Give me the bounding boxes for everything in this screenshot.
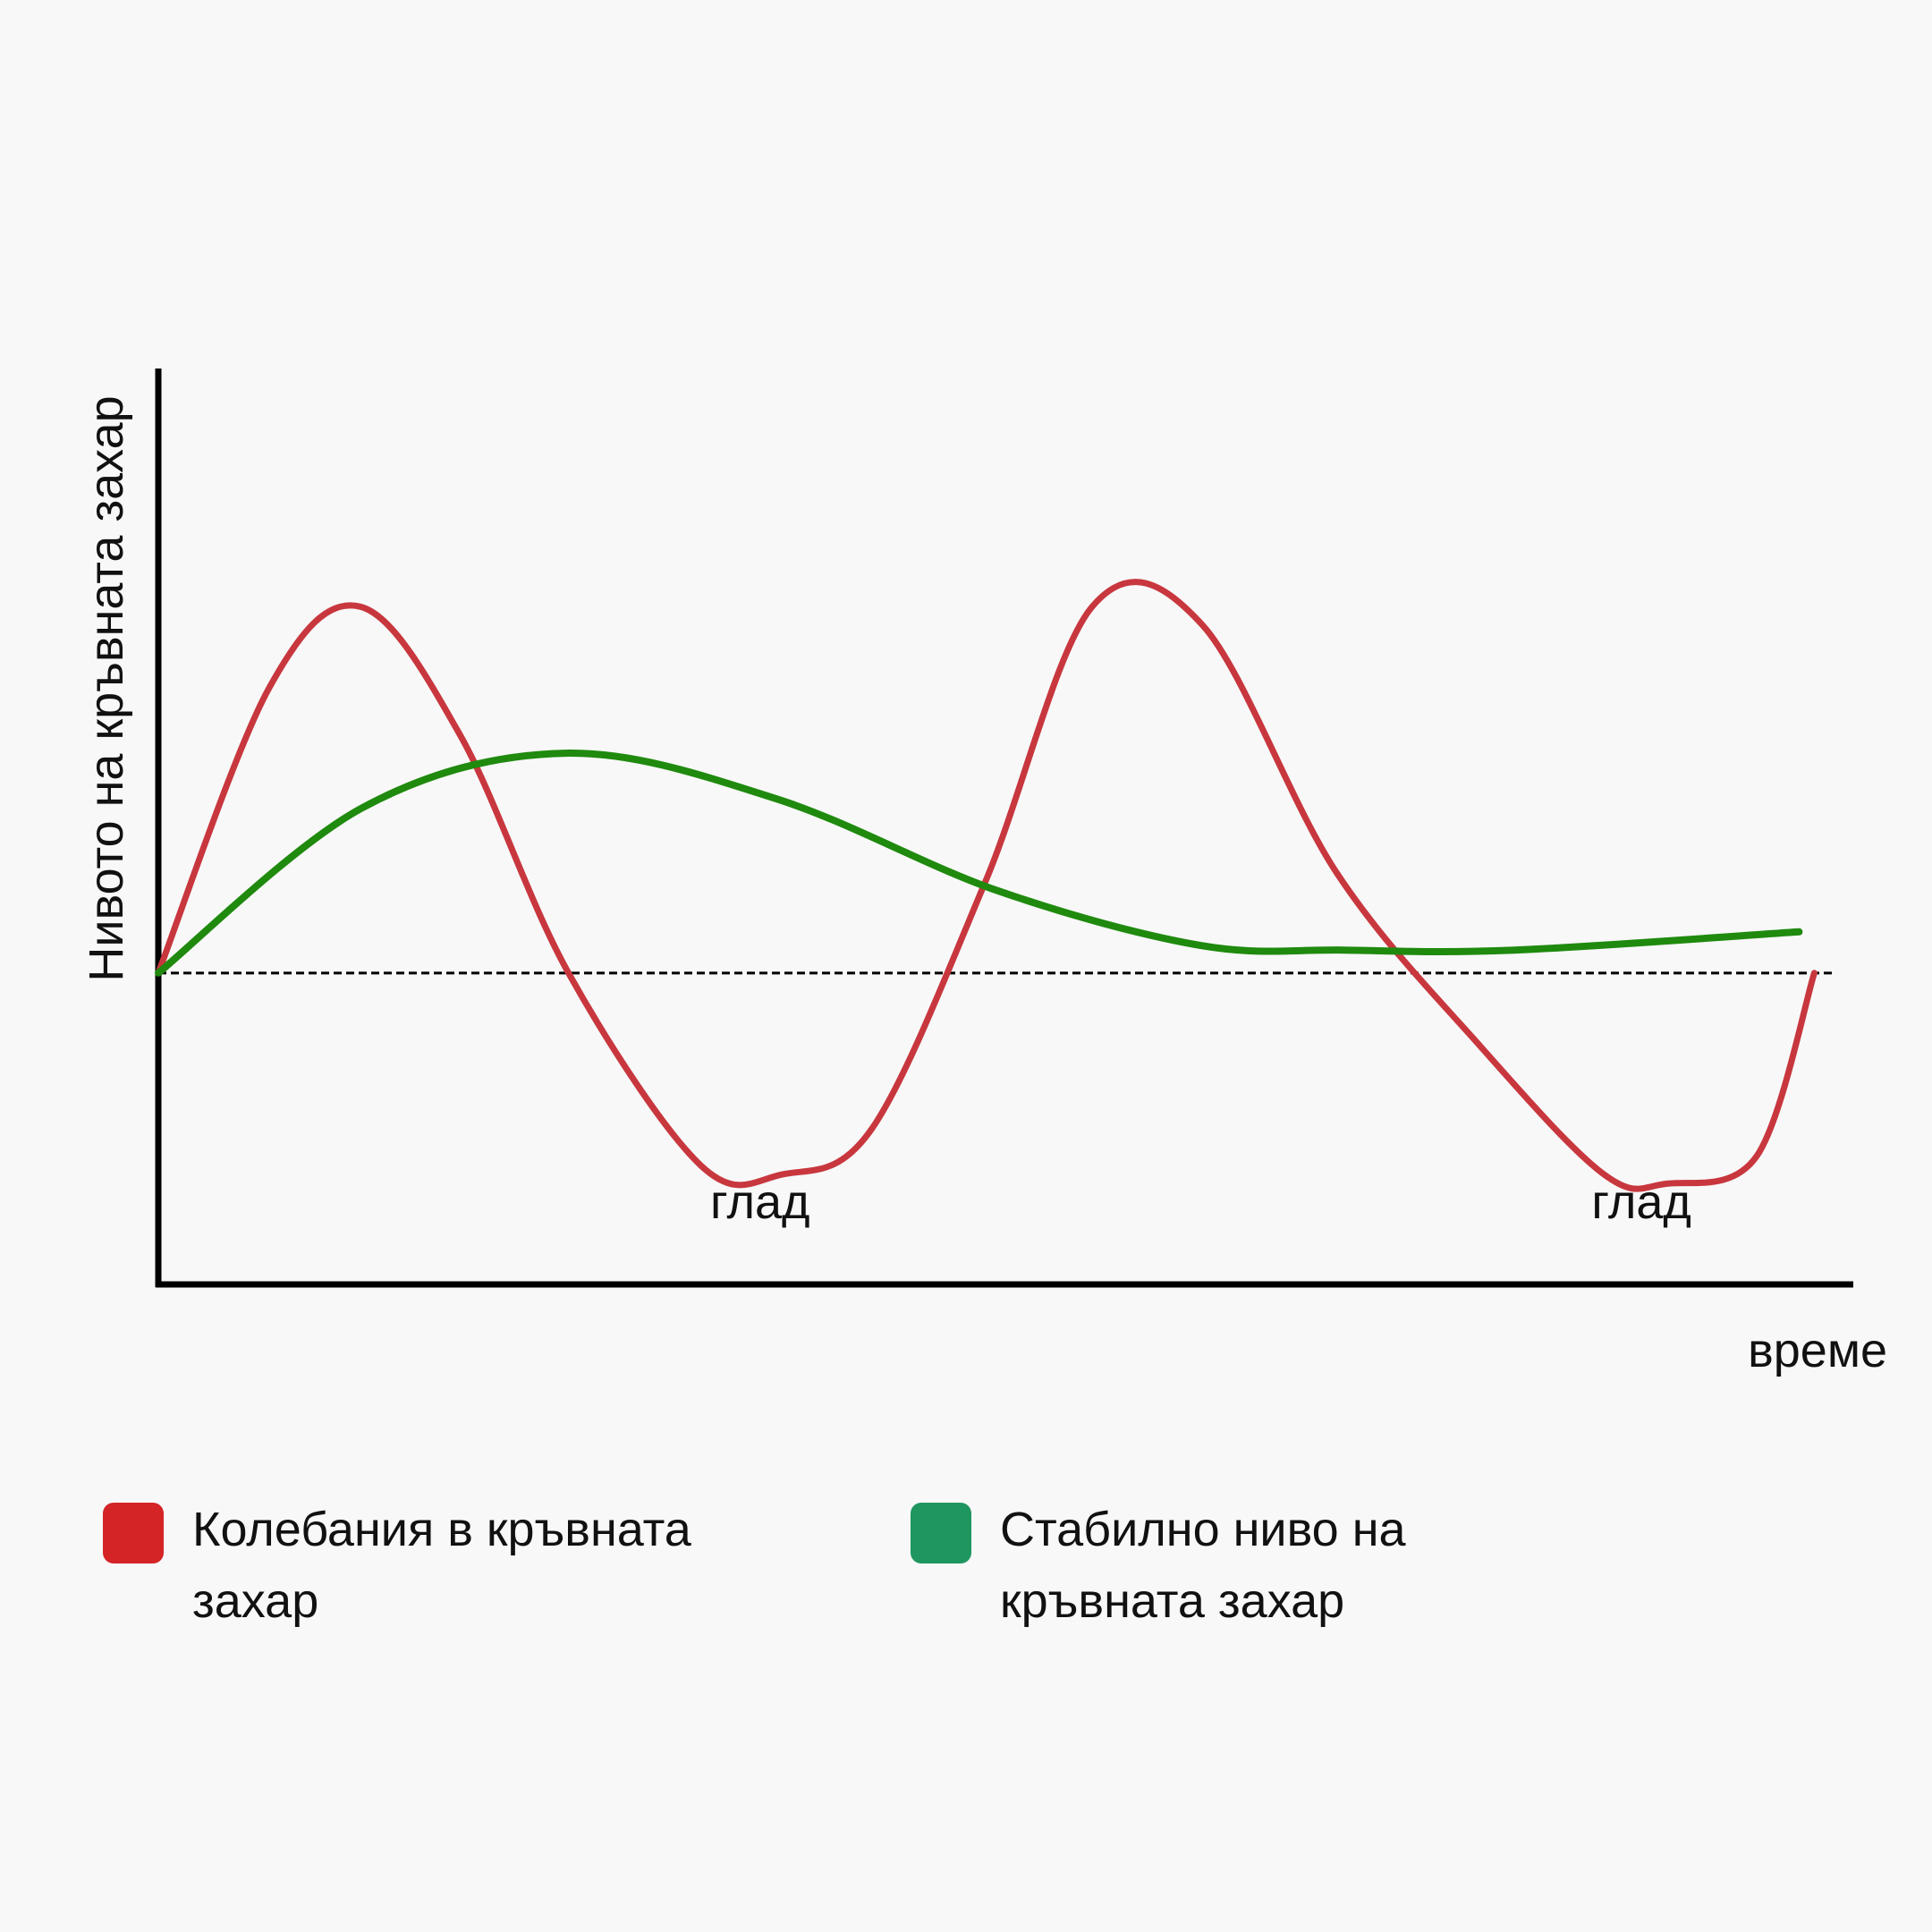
x-axis-label: време [1748,1324,1887,1377]
legend-label-stable: Стабилно ниво на кръвната захар [1000,1503,1406,1628]
y-axis-label: Нивото на кръвната захар [80,395,133,981]
legend-item-stable: Стабилно ниво на кръвната захар [911,1499,1483,1637]
legend-item-fluctuation: Колебания в кръвната захар [103,1499,765,1637]
legend-swatch-red [103,1503,164,1563]
annotation-hunger-2: глад [1591,1175,1691,1229]
legend-swatch-green [911,1503,971,1563]
legend-label-fluctuation: Колебания в кръвната захар [192,1503,691,1628]
annotation-hunger-1: глад [710,1175,810,1229]
series-line-stable [155,750,1803,977]
